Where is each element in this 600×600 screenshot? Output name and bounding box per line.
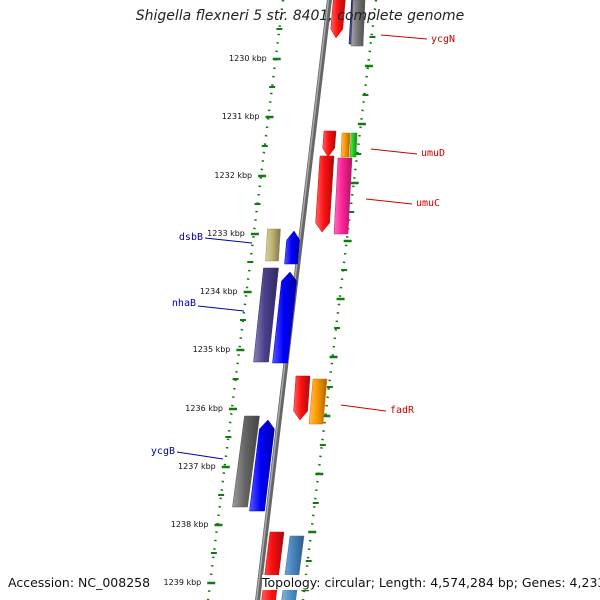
gene-arrow[interactable] — [330, 0, 346, 39]
gene-arrow[interactable] — [293, 375, 311, 421]
gene-label-nhaB[interactable]: nhaB — [172, 298, 196, 309]
gene-ycgB[interactable] — [249, 419, 275, 512]
gene-arrow[interactable] — [232, 415, 260, 508]
gene-feature-12[interactable] — [272, 271, 297, 364]
gene-umuC[interactable] — [333, 157, 353, 235]
leader-line-umuC — [365, 198, 413, 205]
gene-umuD[interactable] — [340, 132, 351, 158]
tick-label: 1236 kbp — [185, 404, 223, 413]
gene-dsbB[interactable] — [265, 228, 281, 262]
gene-arrow[interactable] — [350, 0, 366, 47]
tick-label: 1239 kbp — [164, 578, 202, 587]
gene-arrow[interactable] — [284, 230, 300, 265]
gene-feature-6[interactable] — [349, 132, 358, 158]
gene-arrow[interactable] — [281, 535, 305, 600]
gene-arrow[interactable] — [349, 132, 358, 158]
tick-label: 1238 kbp — [171, 520, 209, 529]
tick-label: 1231 kbp — [222, 112, 260, 121]
leader-line-umuD — [370, 148, 418, 155]
leader-line-ycgB — [176, 451, 224, 460]
gene-label-ycgN[interactable]: ycgN — [431, 34, 455, 45]
gene-arrow[interactable] — [253, 267, 279, 363]
leader-line-dsbB — [204, 237, 253, 244]
gene-arrow[interactable] — [333, 157, 353, 235]
gene-ycgN[interactable] — [330, 0, 346, 39]
tick-label: 1232 kbp — [214, 171, 252, 180]
gene-label-dsbB[interactable]: dsbB — [179, 232, 203, 243]
gene-feature-10[interactable] — [284, 230, 300, 265]
gene-arrow[interactable] — [315, 155, 335, 233]
gene-feature-13[interactable] — [293, 375, 311, 421]
gene-fadR[interactable] — [308, 378, 328, 425]
gene-label-umuD[interactable]: umuD — [421, 148, 445, 159]
tick-label: 1230 kbp — [229, 54, 267, 63]
gene-feature-4[interactable] — [322, 130, 337, 158]
tick-label: 1234 kbp — [200, 287, 238, 296]
accession-label: Accession: NC_008258 — [8, 575, 151, 590]
gene-arrow[interactable] — [272, 271, 297, 364]
gene-arrow[interactable] — [340, 132, 351, 158]
tick-label: 1237 kbp — [178, 462, 216, 471]
tick-label: 1233 kbp — [207, 229, 245, 238]
gene-label-fadR[interactable]: fadR — [390, 405, 415, 416]
gene-label-ycgB[interactable]: ycgB — [151, 446, 175, 457]
gene-arrow[interactable] — [308, 378, 328, 425]
gene-nhaB[interactable] — [253, 267, 279, 363]
topology-label: Topology: circular; Length: 4,574,284 bp… — [262, 575, 600, 590]
leader-line-fadR — [340, 404, 387, 412]
genome-title: Shigella flexneri 5 str. 8401, complete … — [135, 8, 465, 24]
gene-feature-7[interactable] — [315, 155, 335, 233]
leader-line-nhaB — [197, 305, 245, 312]
tick-label: 1235 kbp — [193, 345, 231, 354]
gene-arrow[interactable] — [265, 228, 281, 262]
leader-line-ycgN — [380, 34, 428, 40]
gene-feature-18[interactable] — [281, 535, 305, 600]
gene-feature-15[interactable] — [232, 415, 260, 508]
gene-arrow[interactable] — [322, 130, 337, 158]
gene-label-umuC[interactable]: umuC — [416, 198, 440, 209]
gene-feature-3[interactable] — [350, 0, 366, 47]
gene-arrow[interactable] — [249, 419, 275, 512]
